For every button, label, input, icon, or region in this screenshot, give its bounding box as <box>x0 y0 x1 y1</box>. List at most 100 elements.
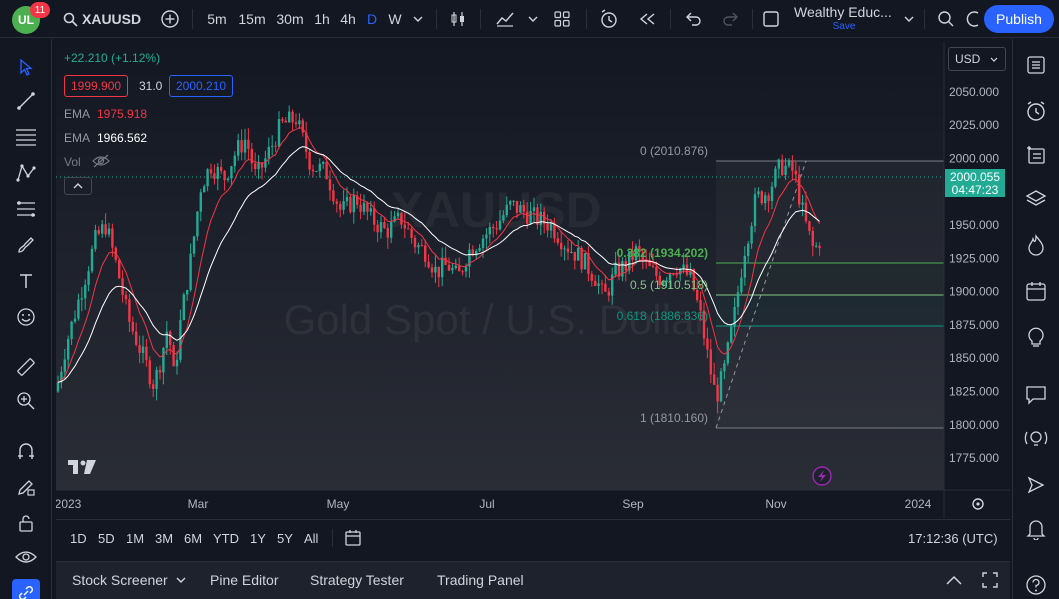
candlestick-series <box>56 105 821 414</box>
layout-square-icon[interactable] <box>760 0 782 38</box>
layouts-grid-icon[interactable] <box>550 0 574 38</box>
trend-line-icon[interactable] <box>12 87 40 115</box>
hotlist-flame-icon[interactable] <box>1022 231 1050 259</box>
tab-trading-panel[interactable]: Trading Panel <box>437 572 524 588</box>
time-tick-label: 2024 <box>905 497 932 511</box>
data-window-icon[interactable] <box>1022 141 1050 169</box>
help-icon[interactable] <box>1022 571 1050 599</box>
tab-stock-screener[interactable]: Stock Screener <box>72 572 168 588</box>
price-chart[interactable]: XAUUSD Gold Spot / U.S. Dollar 0 (2010.8… <box>56 42 1010 518</box>
chevron-down-icon[interactable] <box>176 562 186 598</box>
signal-arrow-icon[interactable] <box>1022 471 1050 499</box>
search-icon[interactable] <box>62 0 78 38</box>
emoji-icon[interactable] <box>12 303 40 331</box>
candle-down <box>702 310 706 339</box>
cursor-icon[interactable] <box>12 53 40 81</box>
ema-slow-label[interactable]: EMA <box>64 131 91 145</box>
range-1M[interactable]: 1M <box>126 530 145 546</box>
collapse-legend-button[interactable] <box>64 177 92 195</box>
save-status[interactable]: Save <box>832 20 856 32</box>
time-axis[interactable]: 2023 Mar May Jul Sep Nov 2024 <box>56 497 932 511</box>
candle-down <box>492 226 495 229</box>
alarm-clock-icon[interactable] <box>1022 97 1050 125</box>
candle-up <box>63 359 66 372</box>
range-1Y[interactable]: 1Y <box>250 530 266 546</box>
candle-up <box>682 264 685 269</box>
ruler-icon[interactable] <box>12 353 40 381</box>
interval-4h[interactable]: 4h <box>340 11 356 27</box>
redo-icon[interactable] <box>718 0 744 38</box>
range-All[interactable]: All <box>304 530 319 546</box>
range-1D[interactable]: 1D <box>70 530 87 546</box>
fib-retracement-icon[interactable] <box>12 123 40 151</box>
candle-up <box>179 319 182 360</box>
interval-W[interactable]: W <box>388 11 402 27</box>
indicators-icon[interactable] <box>492 0 518 38</box>
ema-fast-value: 1975.918 <box>97 107 148 121</box>
interval-D[interactable]: D <box>366 11 378 27</box>
publish-button[interactable]: Publish <box>984 5 1054 33</box>
undo-icon[interactable] <box>680 0 706 38</box>
range-3M[interactable]: 3M <box>155 530 174 546</box>
price-tick-label: 1925.000 <box>949 251 999 265</box>
candle-up <box>267 146 270 159</box>
streams-icon[interactable] <box>1022 425 1050 453</box>
pattern-icon[interactable] <box>12 159 40 187</box>
price-axis[interactable]: 2075.0002050.0002025.0002000.0001975.000… <box>949 52 999 466</box>
range-5D[interactable]: 5D <box>98 530 115 546</box>
goto-date-icon[interactable] <box>344 520 364 556</box>
layout-name[interactable]: Wealthy Educ... <box>794 4 892 20</box>
lock-icon[interactable] <box>12 509 40 537</box>
bid-price-box[interactable]: 1999.900 <box>64 75 129 97</box>
pencil-lock-icon[interactable] <box>12 473 40 501</box>
chat-icon[interactable] <box>1022 381 1050 409</box>
chevron-up-icon[interactable] <box>946 562 962 598</box>
magnet-icon[interactable] <box>12 437 40 465</box>
interval-30m[interactable]: 30m <box>276 11 304 27</box>
prediction-icon[interactable] <box>12 195 40 223</box>
range-YTD[interactable]: YTD <box>213 530 239 546</box>
link-icon[interactable] <box>12 579 40 599</box>
bottom-panel-bar: Stock Screener Pine Editor Strategy Test… <box>56 561 1010 599</box>
watchlist-icon[interactable] <box>1022 51 1050 79</box>
chevron-down-icon[interactable] <box>410 0 426 38</box>
tab-strategy-tester[interactable]: Strategy Tester <box>310 572 404 588</box>
fib-trend-line[interactable] <box>715 160 807 429</box>
chevron-down-icon[interactable] <box>526 0 540 38</box>
compare-add-icon[interactable] <box>158 0 182 38</box>
zoom-in-icon[interactable] <box>12 387 40 415</box>
interval-5m[interactable]: 5m <box>207 11 227 27</box>
tab-pine-editor[interactable]: Pine Editor <box>210 572 279 588</box>
replay-icon[interactable] <box>634 0 660 38</box>
ema-fast-label[interactable]: EMA <box>64 107 91 121</box>
layers-icon[interactable] <box>1022 185 1050 213</box>
quick-search-icon[interactable] <box>934 0 958 38</box>
range-6M[interactable]: 6M <box>184 530 203 546</box>
price-tick-label: 1850.000 <box>949 351 999 365</box>
eye-hidden-icon[interactable] <box>92 154 110 171</box>
candle-up <box>298 120 301 125</box>
bell-icon[interactable] <box>1022 515 1050 543</box>
settings-gear-icon[interactable] <box>966 0 980 38</box>
currency-selector[interactable]: USD <box>948 47 1006 71</box>
range-5Y[interactable]: 5Y <box>277 530 293 546</box>
interval-1h[interactable]: 1h <box>314 11 330 27</box>
candle-down <box>458 265 461 272</box>
maximize-icon[interactable] <box>982 562 998 598</box>
tradingview-logo[interactable] <box>66 457 100 475</box>
chevron-down-icon[interactable] <box>902 0 916 38</box>
interval-15m[interactable]: 15m <box>238 11 266 27</box>
brush-icon[interactable] <box>12 231 40 259</box>
eye-icon[interactable] <box>12 543 40 571</box>
candle-down <box>118 259 121 279</box>
text-icon[interactable] <box>12 267 40 295</box>
utc-clock[interactable]: 17:12:36 (UTC) <box>908 530 998 546</box>
volume-label[interactable]: Vol <box>64 155 81 169</box>
ideas-bulb-icon[interactable] <box>1022 323 1050 351</box>
candles-icon[interactable] <box>446 0 470 38</box>
calendar-icon[interactable] <box>1022 277 1050 305</box>
ask-price-box[interactable]: 2000.210 <box>169 75 234 97</box>
alert-clock-icon[interactable] <box>596 0 622 38</box>
symbol-search[interactable]: XAUUSD <box>82 11 142 27</box>
settings-gear-icon[interactable] <box>972 498 984 510</box>
